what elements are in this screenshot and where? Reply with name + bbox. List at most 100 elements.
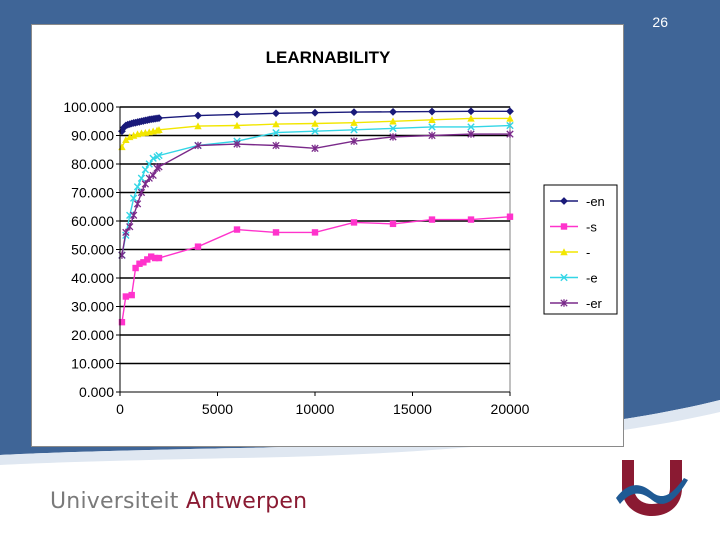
series-2: [118, 114, 514, 151]
legend-item: -en: [550, 194, 605, 209]
data-point: [506, 130, 514, 138]
data-point: [155, 254, 163, 262]
series-1: [118, 213, 514, 326]
data-point: [428, 107, 436, 116]
series-layer: [118, 107, 514, 326]
y-tick-label: 70.000: [71, 185, 114, 201]
data-point: [350, 118, 358, 126]
data-point: [122, 136, 130, 143]
x-tick-label: 15000: [393, 401, 432, 417]
legend-swatch-marker: [560, 273, 568, 282]
data-point: [272, 141, 280, 150]
y-tick-label: 100.000: [63, 99, 114, 115]
data-point: [272, 120, 280, 128]
legend-label: -e: [586, 271, 598, 286]
data-point: [428, 116, 436, 124]
y-tick-label: 50.000: [71, 242, 114, 258]
data-point: [148, 253, 155, 260]
data-point: [122, 293, 130, 300]
data-point: [126, 223, 134, 231]
data-point: [144, 256, 151, 263]
data-point: [149, 154, 157, 162]
legend-label: -: [586, 245, 590, 260]
legend-swatch-marker: [560, 223, 568, 230]
data-point: [155, 114, 163, 123]
chart-frame: 0.000 10.000 20.000 30.000 40.000 50.000 60.00…: [31, 24, 624, 447]
data-point: [137, 188, 146, 197]
data-point: [389, 117, 397, 125]
y-tick-label: 10.000: [71, 356, 114, 372]
legend-item: -s: [550, 220, 597, 235]
data-point: [389, 220, 397, 228]
data-point: [272, 229, 280, 236]
university-name-part1: Universiteit: [50, 489, 179, 514]
data-point: [145, 160, 153, 168]
data-point: [506, 121, 514, 130]
data-point: [194, 243, 202, 250]
legend-item: -er: [550, 296, 603, 311]
data-point: [350, 108, 358, 117]
data-point: [233, 140, 241, 148]
data-point: [155, 126, 163, 133]
data-point: [311, 229, 319, 236]
series-4: [118, 130, 514, 259]
data-point: [428, 216, 436, 223]
data-point: [145, 174, 153, 182]
data-point: [136, 260, 143, 267]
y-tick-label: 90.000: [71, 128, 114, 144]
data-point: [389, 133, 397, 141]
legend-label: -er: [586, 296, 603, 311]
chart-title: LEARNABILITY: [266, 48, 391, 67]
y-tick-label: 60.000: [71, 213, 114, 229]
data-point: [350, 126, 358, 134]
data-point: [311, 127, 319, 135]
data-point: [428, 123, 436, 131]
y-tick-label: 40.000: [71, 270, 114, 286]
y-tick-label: 20.000: [71, 327, 114, 343]
axis-layer: 0.000 10.000 20.000 30.000 40.000 50.000 60.00…: [63, 99, 529, 417]
data-point: [506, 114, 514, 122]
data-point: [133, 183, 142, 191]
logo-wave: [616, 478, 688, 504]
university-name: Universiteit Antwerpen: [50, 489, 307, 514]
x-tick-label: 20000: [491, 401, 530, 417]
legend-item: -e: [550, 271, 598, 286]
data-point: [137, 174, 146, 182]
data-point: [155, 163, 163, 171]
slide-number: 26: [652, 14, 668, 30]
series-3: [118, 121, 514, 259]
data-point: [133, 200, 142, 208]
data-point: [149, 171, 157, 180]
data-point: [350, 219, 358, 226]
legend-box: [543, 184, 618, 315]
data-point: [122, 228, 130, 237]
data-point: [194, 111, 202, 120]
x-tick-label: 5000: [202, 401, 233, 417]
data-point: [311, 144, 319, 153]
y-tick-label: 80.000: [71, 156, 114, 172]
data-point: [428, 131, 436, 140]
data-point: [389, 107, 397, 116]
series-0: [118, 107, 514, 136]
data-point: [118, 318, 126, 326]
legend-item: -: [550, 245, 590, 260]
legend-label: -s: [586, 220, 597, 235]
data-point: [467, 216, 475, 223]
data-point: [140, 259, 147, 266]
data-point: [141, 180, 150, 188]
data-point: [132, 264, 139, 272]
legend-swatch-marker: [560, 299, 568, 307]
data-point: [233, 226, 241, 233]
data-point: [233, 121, 241, 129]
data-point: [233, 110, 241, 119]
data-point: [194, 141, 202, 150]
data-point: [467, 107, 475, 116]
data-point: [350, 137, 358, 145]
data-point: [467, 130, 475, 138]
data-point: [272, 128, 280, 137]
grid-layer: [120, 106, 510, 365]
data-point: [155, 151, 163, 160]
data-point: [141, 166, 150, 174]
x-tick-label: 0: [116, 401, 124, 417]
data-point: [194, 122, 202, 130]
